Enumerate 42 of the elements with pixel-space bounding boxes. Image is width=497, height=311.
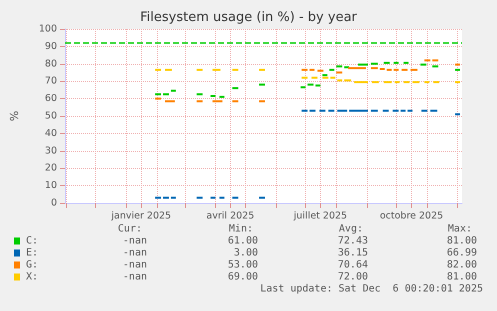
- text: 69.00: [228, 272, 258, 282]
- text: -nan: [122, 236, 147, 246]
- text: -nan: [122, 248, 147, 258]
- y-tick-label: 100: [38, 24, 57, 34]
- y-tick-label: 20: [44, 162, 57, 174]
- x-tick-label: avril 2025: [206, 210, 254, 222]
- text: 81.00: [446, 236, 477, 246]
- text: 81.00: [446, 272, 477, 282]
- y-tick-label: 90: [44, 40, 57, 52]
- x-tick-label: octobre 2025: [380, 210, 444, 222]
- y-tick-label: 60: [44, 93, 57, 104]
- legend-label: C:: [26, 236, 38, 246]
- legend-label: G:: [26, 260, 38, 270]
- text: 72.00: [338, 272, 368, 282]
- text: 36.15: [338, 248, 368, 258]
- text: 53.00: [228, 260, 258, 270]
- text: 66.99: [446, 248, 477, 258]
- text: Last update: Sat Dec 6 00:20:01 2025: [260, 284, 483, 294]
- text: -nan: [122, 260, 147, 270]
- text: 61.00: [228, 236, 258, 246]
- y-tick-label: 80: [44, 58, 57, 70]
- text: 3.00: [234, 248, 258, 258]
- text: Cur:: [118, 224, 142, 234]
- y-axis-title: %: [8, 110, 21, 122]
- y-tick-label: 70: [44, 76, 57, 87]
- chart-title: Filesystem usage (in %) - by year: [140, 10, 358, 25]
- text: Min:: [228, 224, 253, 234]
- text: -nan: [122, 272, 147, 282]
- legend-label: X:: [26, 272, 38, 282]
- y-tick-label: 0: [50, 198, 57, 208]
- text: Max:: [448, 224, 472, 234]
- y-tick-label: 10: [44, 180, 57, 192]
- legend-label: E:: [26, 248, 38, 258]
- text: Avg:: [338, 224, 363, 234]
- text: 70.64: [338, 260, 368, 270]
- text: 72.43: [338, 236, 368, 246]
- text: 82.00: [446, 260, 477, 270]
- y-tick-label: 40: [44, 128, 57, 139]
- y-tick-label: 30: [44, 145, 57, 156]
- y-tick-label: 50: [44, 110, 57, 122]
- x-tick-label: juillet 2025: [292, 210, 348, 222]
- x-tick-label: janvier 2025: [110, 210, 172, 222]
